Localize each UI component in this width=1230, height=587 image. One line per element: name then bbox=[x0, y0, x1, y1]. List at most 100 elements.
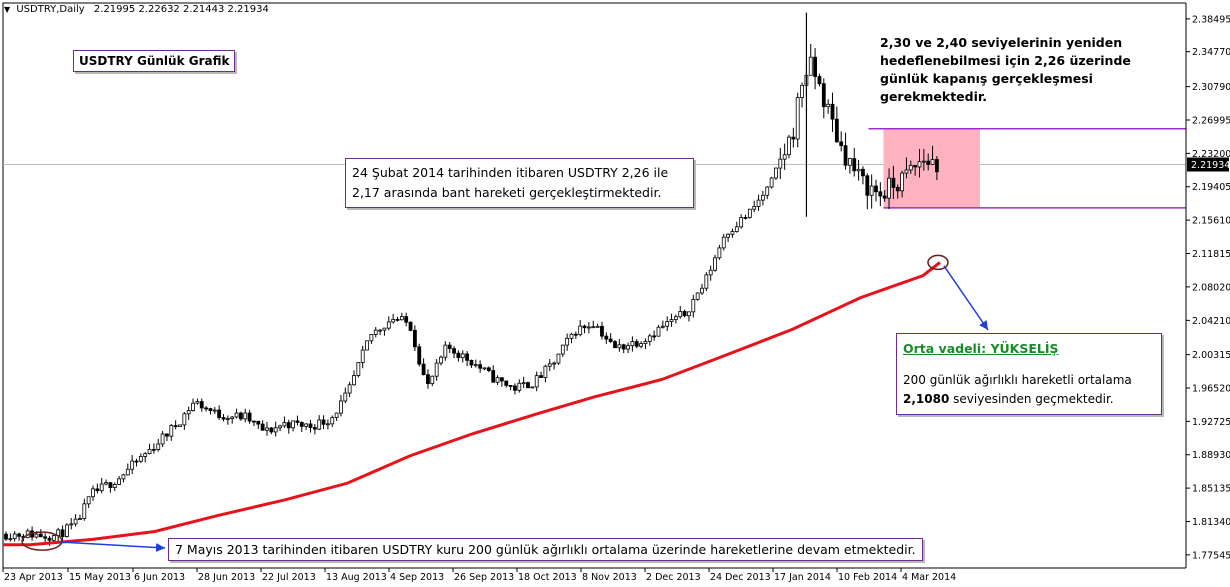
candle-body bbox=[713, 257, 717, 271]
candle bbox=[669, 313, 674, 327]
candle-body bbox=[217, 409, 222, 418]
candle bbox=[134, 458, 139, 467]
candle bbox=[647, 333, 652, 346]
y-tick-label: 1.92725 bbox=[1192, 417, 1230, 428]
candle-body bbox=[386, 321, 391, 329]
current-price-box bbox=[1187, 157, 1229, 172]
candle-body bbox=[708, 269, 713, 276]
candle bbox=[204, 406, 209, 412]
x-tick-label: 23 Apr 2013 bbox=[4, 572, 63, 583]
candle bbox=[452, 346, 456, 359]
bottom-arrow bbox=[59, 541, 166, 552]
candle-body bbox=[360, 349, 365, 363]
candle bbox=[230, 415, 235, 424]
candle bbox=[95, 483, 100, 494]
candle bbox=[191, 398, 195, 412]
candle-body bbox=[761, 194, 765, 201]
candle bbox=[526, 381, 530, 389]
candle bbox=[530, 386, 535, 389]
candle-body bbox=[704, 274, 709, 289]
candlestick-series bbox=[4, 12, 939, 546]
candle bbox=[569, 332, 574, 344]
candle-body bbox=[917, 161, 922, 168]
candle bbox=[217, 405, 222, 420]
candle bbox=[169, 423, 174, 441]
candle-body bbox=[8, 538, 13, 541]
candle bbox=[212, 407, 217, 415]
candle bbox=[147, 443, 152, 455]
y-tick-label: 1.81340 bbox=[1192, 517, 1230, 528]
candle bbox=[269, 426, 274, 435]
candle bbox=[821, 78, 826, 119]
candle-body bbox=[182, 413, 187, 426]
candle-body bbox=[382, 327, 387, 331]
candle-body bbox=[291, 420, 296, 429]
x-tick-label: 24 Dec 2013 bbox=[710, 572, 771, 583]
candle bbox=[921, 149, 926, 171]
candle bbox=[369, 333, 374, 344]
candle bbox=[908, 160, 913, 174]
candle-body bbox=[908, 165, 913, 171]
candle bbox=[900, 170, 904, 198]
candle-body bbox=[404, 316, 409, 323]
candle bbox=[317, 415, 322, 431]
x-tick-label: 4 Sep 2013 bbox=[390, 572, 444, 583]
candle-body bbox=[282, 422, 287, 427]
candle bbox=[108, 482, 113, 493]
candle bbox=[713, 254, 717, 272]
candle-body bbox=[230, 416, 235, 419]
candle-body bbox=[595, 325, 600, 328]
candle bbox=[278, 424, 282, 432]
candle bbox=[408, 321, 413, 332]
candle bbox=[765, 186, 770, 200]
candle-body bbox=[247, 412, 252, 422]
candle bbox=[913, 164, 918, 176]
candle bbox=[60, 525, 65, 542]
candle bbox=[678, 305, 683, 319]
candle bbox=[365, 340, 369, 351]
candle-body bbox=[769, 177, 774, 188]
candle-body bbox=[147, 448, 152, 455]
candle-body bbox=[165, 433, 169, 437]
candle bbox=[173, 420, 178, 430]
candle-body bbox=[295, 420, 300, 423]
candle-body bbox=[634, 341, 639, 347]
candle bbox=[352, 370, 356, 386]
candle bbox=[304, 423, 309, 430]
candle bbox=[843, 132, 848, 170]
candle bbox=[891, 165, 896, 200]
candle bbox=[195, 398, 200, 405]
candle bbox=[412, 325, 417, 351]
candle-body bbox=[752, 206, 757, 210]
candle bbox=[417, 343, 422, 367]
candle-body bbox=[852, 158, 857, 172]
candle-body bbox=[73, 518, 78, 525]
candle-body bbox=[51, 535, 56, 541]
candle-body bbox=[573, 333, 578, 336]
candle-body bbox=[460, 353, 465, 359]
candle bbox=[595, 323, 600, 328]
candle bbox=[499, 377, 504, 387]
candle bbox=[178, 424, 182, 428]
candle-body bbox=[17, 533, 21, 537]
candle bbox=[861, 166, 865, 185]
candle-body bbox=[278, 425, 282, 429]
candle bbox=[578, 320, 583, 337]
candle-body bbox=[447, 344, 452, 350]
candle bbox=[695, 292, 700, 301]
symbol-dropdown-icon[interactable]: ▼ bbox=[4, 5, 11, 14]
candle-body bbox=[587, 326, 591, 329]
candle bbox=[935, 155, 939, 181]
candle-body bbox=[473, 364, 478, 367]
candle-body bbox=[717, 247, 722, 259]
x-tick-label: 8 Nov 2013 bbox=[582, 572, 637, 583]
candle-body bbox=[539, 375, 543, 378]
x-tick-label: 18 Oct 2013 bbox=[518, 572, 577, 583]
candle-body bbox=[621, 344, 626, 350]
candle bbox=[486, 366, 491, 373]
candle-body bbox=[530, 386, 535, 389]
candle bbox=[321, 415, 326, 430]
candle-body bbox=[861, 168, 865, 177]
candle-body bbox=[169, 425, 174, 437]
candle bbox=[182, 411, 187, 430]
